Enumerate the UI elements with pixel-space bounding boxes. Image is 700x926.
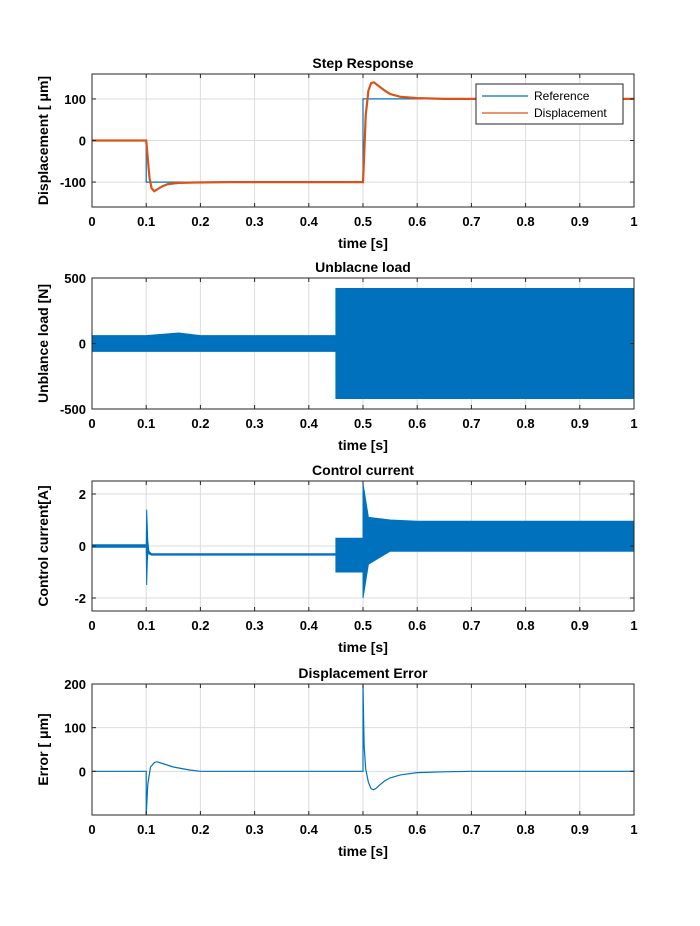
chart-2-x-tick-label-3: 0.3	[246, 416, 264, 431]
chart-3-x-tick-label-8: 0.8	[517, 618, 535, 633]
chart-4-title: Displacement Error	[298, 665, 428, 681]
chart-2-x-axis-label: time [s]	[338, 437, 388, 453]
chart-1-series-2-line	[92, 81, 634, 193]
chart-3-x-tick-label-9: 0.9	[571, 618, 589, 633]
chart-1-title: Step Response	[312, 55, 413, 71]
chart-3-x-tick-label-7: 0.7	[462, 618, 480, 633]
chart-3-y-tick-label-0: -2	[74, 591, 86, 606]
chart-1-x-tick-label-8: 0.8	[517, 214, 535, 229]
chart-2-y-tick-label-0: -500	[60, 402, 86, 417]
chart-4-y-tick-label-2: 200	[64, 677, 86, 692]
chart-1-x-tick-label-7: 0.7	[462, 214, 480, 229]
chart-1-x-tick-label-9: 0.9	[571, 214, 589, 229]
chart-3-x-tick-label-6: 0.6	[408, 618, 426, 633]
chart-4-x-tick-label-9: 0.9	[571, 822, 589, 837]
chart-3-x-tick-label-1: 0.1	[137, 618, 155, 633]
chart-2-series-1-band	[92, 288, 634, 399]
chart-2-y-tick-label-1: 0	[79, 337, 86, 352]
chart-2-x-tick-label-7: 0.7	[462, 416, 480, 431]
chart-4-x-tick-label-5: 0.5	[354, 822, 372, 837]
chart-3-x-tick-label-2: 0.2	[191, 618, 209, 633]
chart-4-x-tick-label-2: 0.2	[191, 822, 209, 837]
chart-3-x-tick-label-10: 1	[630, 618, 637, 633]
chart-2-x-tick-label-10: 1	[630, 416, 637, 431]
chart-2-x-tick-label-2: 0.2	[191, 416, 209, 431]
chart-1-legend-label-1: Reference	[534, 89, 590, 103]
chart-2-x-tick-label-8: 0.8	[517, 416, 535, 431]
chart-3-x-axis-label: time [s]	[338, 639, 388, 655]
chart-2-x-tick-label-4: 0.4	[300, 416, 319, 431]
chart-1-x-tick-label-3: 0.3	[246, 214, 264, 229]
chart-1-x-tick-label-2: 0.2	[191, 214, 209, 229]
chart-3-y-tick-label-1: 0	[79, 539, 86, 554]
chart-4-x-tick-label-7: 0.7	[462, 822, 480, 837]
chart-4-y-axis-label: Error [ μm]	[35, 713, 51, 785]
chart-3-y-tick-label-2: 2	[79, 487, 86, 502]
chart-1-x-tick-label-10: 1	[630, 214, 637, 229]
chart-4-y-tick-label-1: 100	[64, 721, 86, 736]
chart-3-x-tick-label-0: 0	[88, 618, 95, 633]
chart-1-legend-label-2: Displacement	[534, 106, 607, 120]
chart-3-x-tick-label-5: 0.5	[354, 618, 372, 633]
chart-1-x-axis-label: time [s]	[338, 235, 388, 251]
chart-1-x-tick-label-1: 0.1	[137, 214, 155, 229]
chart-3-series-1-band	[92, 483, 634, 599]
chart-2-title: Unblacne load	[315, 259, 411, 275]
chart-1-x-tick-label-4: 0.4	[300, 214, 319, 229]
chart-1-y-tick-label-1: 0	[79, 134, 86, 149]
chart-2-y-tick-label-2: 500	[64, 271, 86, 286]
chart-4-x-tick-label-3: 0.3	[246, 822, 264, 837]
chart-2-x-tick-label-6: 0.6	[408, 416, 426, 431]
chart-1-x-tick-label-5: 0.5	[354, 214, 372, 229]
chart-1-x-tick-label-6: 0.6	[408, 214, 426, 229]
chart-2-x-tick-label-1: 0.1	[137, 416, 155, 431]
chart-1-y-tick-label-0: -100	[60, 175, 86, 190]
chart-3-title: Control current	[312, 462, 414, 478]
chart-4-x-tick-label-1: 0.1	[137, 822, 155, 837]
chart-1-y-axis-label: Displacement [ μm]	[35, 76, 51, 205]
chart-4-series-1-line	[92, 684, 634, 815]
chart-4-x-tick-label-4: 0.4	[300, 822, 319, 837]
chart-2-x-tick-label-0: 0	[88, 416, 95, 431]
chart-2-x-tick-label-5: 0.5	[354, 416, 372, 431]
chart-4-x-tick-label-6: 0.6	[408, 822, 426, 837]
chart-3-y-axis-label: Control current[A]	[35, 485, 51, 606]
chart-4-x-tick-label-0: 0	[88, 822, 95, 837]
chart-3-x-tick-label-4: 0.4	[300, 618, 319, 633]
chart-4-y-tick-label-0: 0	[79, 764, 86, 779]
chart-1-legend	[475, 83, 624, 125]
chart-2-x-tick-label-9: 0.9	[571, 416, 589, 431]
chart-3-x-tick-label-3: 0.3	[246, 618, 264, 633]
chart-1-x-tick-label-0: 0	[88, 214, 95, 229]
chart-2-y-axis-label: Unblance load [N]	[35, 284, 51, 403]
chart-1-y-tick-label-2: 100	[64, 92, 86, 107]
chart-4-x-tick-label-8: 0.8	[517, 822, 535, 837]
chart-4-x-axis-label: time [s]	[338, 843, 388, 859]
chart-4-x-tick-label-10: 1	[630, 822, 637, 837]
